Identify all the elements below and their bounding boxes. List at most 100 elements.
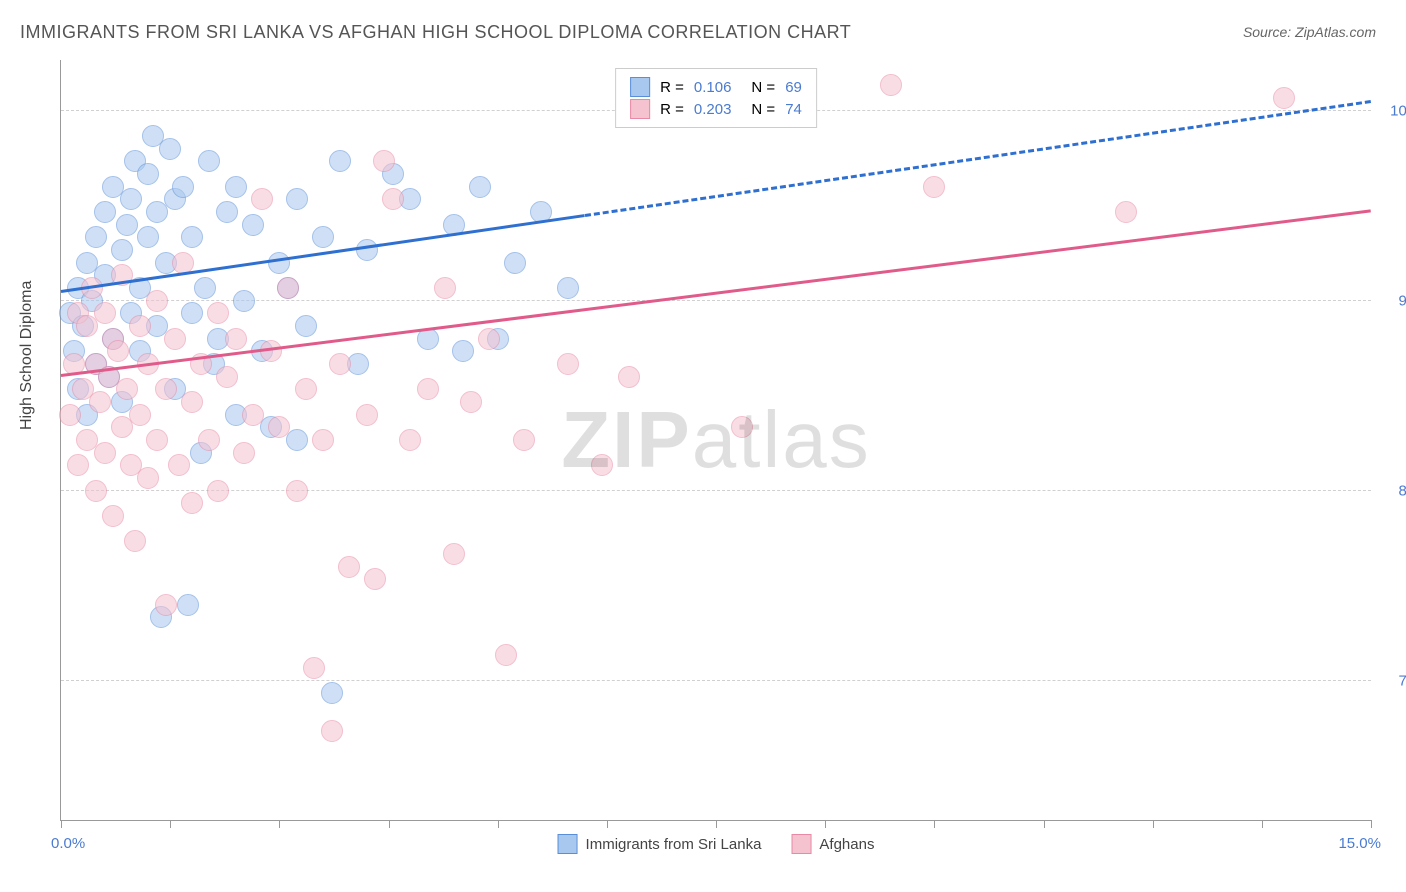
data-point-sri_lanka <box>452 340 474 362</box>
gridline-h <box>61 490 1371 491</box>
data-point-sri_lanka <box>85 226 107 248</box>
data-point-sri_lanka <box>312 226 334 248</box>
x-tick <box>389 820 390 828</box>
data-point-afghans <box>89 391 111 413</box>
data-point-afghans <box>1273 87 1295 109</box>
data-point-sri_lanka <box>321 682 343 704</box>
data-point-afghans <box>312 429 334 451</box>
data-point-sri_lanka <box>172 176 194 198</box>
data-point-afghans <box>303 657 325 679</box>
r-value: 0.106 <box>694 79 732 96</box>
data-point-sri_lanka <box>557 277 579 299</box>
data-point-afghans <box>364 568 386 590</box>
correlation-legend: R = 0.106 N = 69 R = 0.203 N = 74 <box>615 68 817 128</box>
x-tick <box>498 820 499 828</box>
data-point-afghans <box>731 416 753 438</box>
n-value: 69 <box>785 79 802 96</box>
data-point-sri_lanka <box>216 201 238 223</box>
data-point-afghans <box>478 328 500 350</box>
data-point-sri_lanka <box>94 201 116 223</box>
watermark-light: atlas <box>692 395 871 484</box>
data-point-sri_lanka <box>177 594 199 616</box>
data-point-sri_lanka <box>295 315 317 337</box>
source-name: ZipAtlas.com <box>1295 24 1376 40</box>
data-point-afghans <box>356 404 378 426</box>
x-tick <box>716 820 717 828</box>
data-point-afghans <box>268 416 290 438</box>
swatch-afghans <box>630 99 650 119</box>
data-point-sri_lanka <box>242 214 264 236</box>
data-point-afghans <box>59 404 81 426</box>
scatter-chart: ZIPatlas R = 0.106 N = 69 R = 0.203 N = … <box>60 60 1371 821</box>
data-point-afghans <box>102 505 124 527</box>
data-point-sri_lanka <box>159 138 181 160</box>
x-max-label: 15.0% <box>1338 835 1381 852</box>
data-point-afghans <box>198 429 220 451</box>
data-point-afghans <box>94 302 116 324</box>
swatch-afghans-bottom <box>791 834 811 854</box>
gridline-h <box>61 680 1371 681</box>
data-point-afghans <box>329 353 351 375</box>
data-point-afghans <box>373 150 395 172</box>
data-point-afghans <box>164 328 186 350</box>
x-tick <box>607 820 608 828</box>
data-point-afghans <box>295 378 317 400</box>
data-point-afghans <box>443 543 465 565</box>
n-label: N = <box>751 79 775 96</box>
data-point-afghans <box>880 74 902 96</box>
legend-item-afghans: Afghans <box>791 834 874 854</box>
x-tick <box>825 820 826 828</box>
data-point-afghans <box>129 404 151 426</box>
data-point-afghans <box>591 454 613 476</box>
n-value: 74 <box>785 101 802 118</box>
y-tick-label: 77.5% <box>1381 672 1406 689</box>
y-tick-label: 92.5% <box>1381 292 1406 309</box>
data-point-afghans <box>85 480 107 502</box>
data-point-afghans <box>382 188 404 210</box>
data-point-afghans <box>116 378 138 400</box>
data-point-afghans <box>618 366 640 388</box>
data-point-afghans <box>434 277 456 299</box>
swatch-sri-lanka <box>630 77 650 97</box>
data-point-afghans <box>513 429 535 451</box>
data-point-sri_lanka <box>233 290 255 312</box>
x-tick <box>279 820 280 828</box>
r-value: 0.203 <box>694 101 732 118</box>
y-axis-label: High School Diploma <box>18 281 36 430</box>
data-point-sri_lanka <box>137 163 159 185</box>
x-tick <box>1262 820 1263 828</box>
data-point-afghans <box>129 315 151 337</box>
data-point-sri_lanka <box>286 188 308 210</box>
y-tick-label: 85.0% <box>1381 482 1406 499</box>
data-point-sri_lanka <box>194 277 216 299</box>
data-point-sri_lanka <box>469 176 491 198</box>
data-point-afghans <box>460 391 482 413</box>
data-point-sri_lanka <box>268 252 290 274</box>
watermark-bold: ZIP <box>561 395 691 484</box>
data-point-sri_lanka <box>329 150 351 172</box>
data-point-afghans <box>277 277 299 299</box>
data-point-afghans <box>146 290 168 312</box>
series-legend: Immigrants from Sri Lanka Afghans <box>558 834 875 854</box>
data-point-afghans <box>207 302 229 324</box>
data-point-afghans <box>67 454 89 476</box>
source-prefix: Source: <box>1243 24 1295 40</box>
r-label: R = <box>660 79 684 96</box>
data-point-afghans <box>207 480 229 502</box>
x-tick <box>170 820 171 828</box>
chart-title: IMMIGRANTS FROM SRI LANKA VS AFGHAN HIGH… <box>20 22 851 43</box>
data-point-afghans <box>557 353 579 375</box>
data-point-afghans <box>124 530 146 552</box>
data-point-sri_lanka <box>120 188 142 210</box>
data-point-afghans <box>225 328 247 350</box>
legend-row-afghans: R = 0.203 N = 74 <box>630 99 802 119</box>
data-point-sri_lanka <box>181 226 203 248</box>
data-point-afghans <box>216 366 238 388</box>
data-point-afghans <box>242 404 264 426</box>
legend-label: Afghans <box>819 836 874 853</box>
x-min-label: 0.0% <box>51 835 85 852</box>
data-point-afghans <box>168 454 190 476</box>
data-point-afghans <box>107 340 129 362</box>
data-point-afghans <box>181 492 203 514</box>
data-point-afghans <box>321 720 343 742</box>
